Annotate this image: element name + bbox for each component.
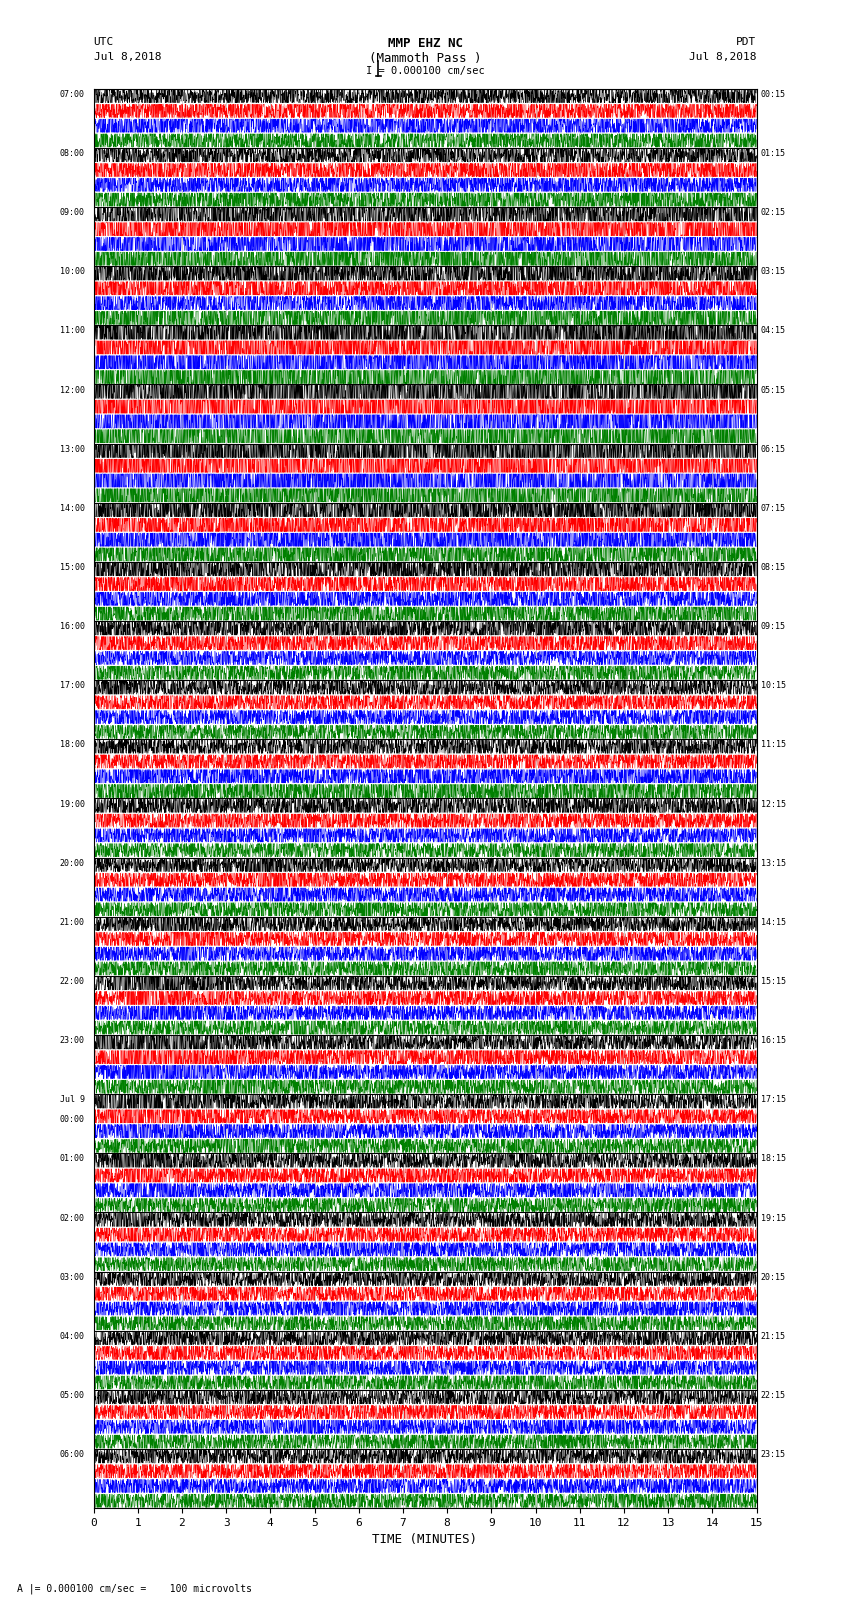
Text: 23:00: 23:00 [60,1036,85,1045]
Text: 14:15: 14:15 [761,918,786,927]
Text: 05:00: 05:00 [60,1390,85,1400]
Text: 11:00: 11:00 [60,326,85,336]
Text: 17:00: 17:00 [60,681,85,690]
Text: 17:15: 17:15 [761,1095,786,1105]
Text: 05:15: 05:15 [761,386,786,395]
Text: 04:15: 04:15 [761,326,786,336]
Text: I = 0.000100 cm/sec: I = 0.000100 cm/sec [366,66,484,76]
Text: Jul 9: Jul 9 [60,1095,85,1105]
Text: 08:15: 08:15 [761,563,786,573]
Text: 21:00: 21:00 [60,918,85,927]
Text: 14:00: 14:00 [60,503,85,513]
Text: 08:00: 08:00 [60,148,85,158]
Text: 19:15: 19:15 [761,1213,786,1223]
Text: 22:15: 22:15 [761,1390,786,1400]
Text: 13:15: 13:15 [761,858,786,868]
Text: 01:15: 01:15 [761,148,786,158]
Text: 12:00: 12:00 [60,386,85,395]
X-axis label: TIME (MINUTES): TIME (MINUTES) [372,1534,478,1547]
Text: 16:00: 16:00 [60,623,85,631]
Text: 20:15: 20:15 [761,1273,786,1282]
Text: 15:15: 15:15 [761,977,786,986]
Text: MMP EHZ NC: MMP EHZ NC [388,37,462,50]
Text: 00:15: 00:15 [761,90,786,98]
Text: A |= 0.000100 cm/sec =    100 microvolts: A |= 0.000100 cm/sec = 100 microvolts [17,1582,252,1594]
Text: 02:00: 02:00 [60,1213,85,1223]
Text: UTC: UTC [94,37,114,47]
Text: 04:00: 04:00 [60,1332,85,1340]
Text: 21:15: 21:15 [761,1332,786,1340]
Text: 06:15: 06:15 [761,445,786,453]
Text: 16:15: 16:15 [761,1036,786,1045]
Text: 10:15: 10:15 [761,681,786,690]
Text: 19:00: 19:00 [60,800,85,808]
Text: 07:15: 07:15 [761,503,786,513]
Text: 12:15: 12:15 [761,800,786,808]
Text: 15:00: 15:00 [60,563,85,573]
Text: 01:00: 01:00 [60,1155,85,1163]
Text: 20:00: 20:00 [60,858,85,868]
Text: 09:15: 09:15 [761,623,786,631]
Text: 23:15: 23:15 [761,1450,786,1460]
Text: 03:15: 03:15 [761,268,786,276]
Text: Jul 8,2018: Jul 8,2018 [94,52,161,61]
Text: Jul 8,2018: Jul 8,2018 [689,52,756,61]
Text: 11:15: 11:15 [761,740,786,750]
Text: 13:00: 13:00 [60,445,85,453]
Text: (Mammoth Pass ): (Mammoth Pass ) [369,52,481,65]
Text: 10:00: 10:00 [60,268,85,276]
Text: 22:00: 22:00 [60,977,85,986]
Text: 18:15: 18:15 [761,1155,786,1163]
Text: 02:15: 02:15 [761,208,786,218]
Text: PDT: PDT [736,37,756,47]
Text: 09:00: 09:00 [60,208,85,218]
Text: 07:00: 07:00 [60,90,85,98]
Text: 18:00: 18:00 [60,740,85,750]
Text: 06:00: 06:00 [60,1450,85,1460]
Text: 00:00: 00:00 [60,1115,85,1124]
Text: 03:00: 03:00 [60,1273,85,1282]
